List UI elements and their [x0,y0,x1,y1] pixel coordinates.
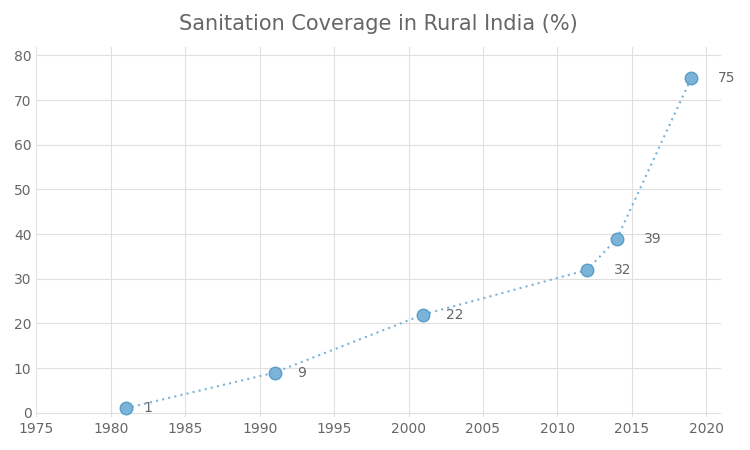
Title: Sanitation Coverage in Rural India (%): Sanitation Coverage in Rural India (%) [179,14,578,34]
Text: 39: 39 [644,232,662,246]
Text: 32: 32 [614,263,632,277]
Text: 75: 75 [718,71,736,85]
Text: 9: 9 [297,365,306,380]
Text: 22: 22 [446,307,464,322]
Text: 1: 1 [143,401,152,415]
